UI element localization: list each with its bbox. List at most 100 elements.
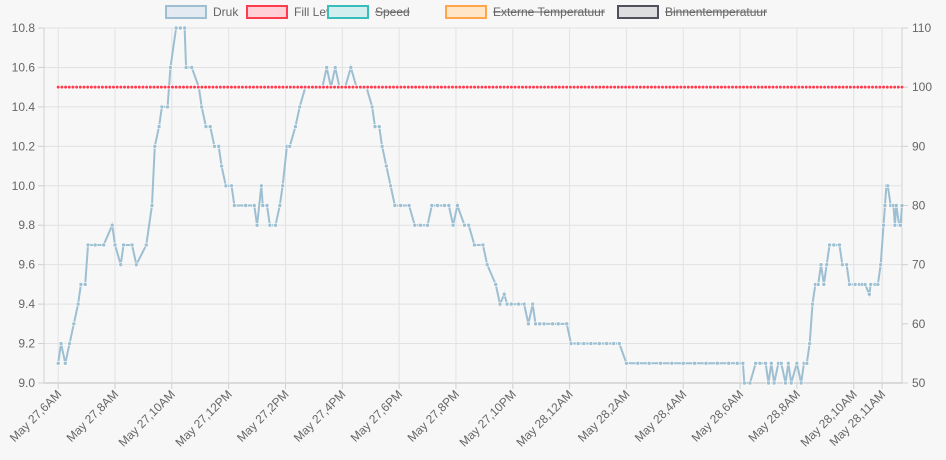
legend-swatch [617,5,659,19]
data-point [497,301,503,307]
data-point [85,85,90,90]
data-point [244,85,249,90]
data-point [844,85,849,90]
data-point [358,85,363,90]
data-point [159,85,164,90]
data-point [479,85,485,90]
legend-item-externe-temperatuur[interactable]: Externe Temperatuur [445,5,605,19]
data-point [560,85,566,90]
data-point [189,65,195,70]
data-point [804,85,809,90]
data-point [623,85,628,90]
data-point [472,242,477,248]
data-point [557,85,562,90]
legend-item-binnentemperatuur[interactable]: Binnentemperatuur [617,5,768,19]
data-point [299,85,304,90]
legend-item-speed[interactable]: Speed [327,5,410,19]
data-point [78,85,83,90]
data-point [372,85,378,90]
data-point [583,85,588,90]
data-point [669,360,675,366]
data-point [178,25,183,31]
data-point [75,301,81,307]
data-point [597,341,602,346]
data-point [875,282,881,287]
data-point [616,85,621,90]
legend-item-druk[interactable]: Druk [165,5,239,19]
y-right-tick-label: 60 [912,317,926,331]
data-point [533,321,538,327]
y-right-tick-label: 50 [912,376,926,390]
data-point [288,85,293,90]
data-point [284,85,289,90]
data-point [273,85,278,90]
data-point [899,85,905,90]
data-point [293,124,298,129]
data-point [446,85,451,90]
data-point [229,183,234,189]
data-point [555,321,561,327]
data-point [413,85,418,90]
data-point [379,144,385,149]
data-point [818,262,824,267]
data-point [483,85,488,90]
data-point [152,144,158,149]
data-point [236,85,241,90]
data-point [162,85,168,90]
data-point [369,85,374,90]
data-point [67,341,72,346]
data-point [611,341,616,346]
data-point [429,203,435,208]
x-tick-label: May 27,8AM [64,387,122,445]
data-point [785,85,790,90]
data-point [183,65,189,70]
data-point [788,380,794,386]
data-point [336,85,341,90]
y-left-tick-label: 9.6 [18,258,35,272]
data-point [840,262,845,267]
data-point [339,85,345,90]
data-point [815,282,821,287]
data-point [280,183,285,189]
data-point [243,203,249,208]
data-point [807,85,812,90]
data-point [229,85,234,90]
data-point [564,321,570,327]
data-point [894,203,899,208]
series-fill-level [56,85,905,90]
data-point [384,163,389,169]
data-point [218,85,223,90]
data-point [118,85,123,90]
data-point [601,85,606,90]
series-line [57,27,903,384]
data-point [493,282,499,287]
data-point [92,85,98,90]
data-point [262,85,267,90]
data-point [332,65,338,70]
data-point [484,262,490,267]
legend[interactable]: Druk Fill Level Speed Externe Temperatuur Bi… [165,5,768,19]
data-point [466,222,472,228]
data-point [192,85,197,90]
data-point [723,85,728,90]
data-point [745,85,750,90]
data-point [899,203,905,208]
data-point [627,85,632,90]
data-point [122,85,127,90]
data-point [118,262,124,267]
y-right-tick-label: 110 [912,21,931,35]
data-point [513,85,518,90]
data-point [641,85,647,90]
data-point [406,85,411,90]
data-point [742,380,747,386]
data-point [216,144,222,149]
data-point [177,85,182,90]
data-point [612,85,617,90]
data-point [781,85,787,90]
data-point [302,85,308,90]
data-point [258,85,263,90]
data-point [800,85,805,90]
data-point [350,85,356,90]
data-point [774,85,779,90]
data-point [372,124,378,129]
